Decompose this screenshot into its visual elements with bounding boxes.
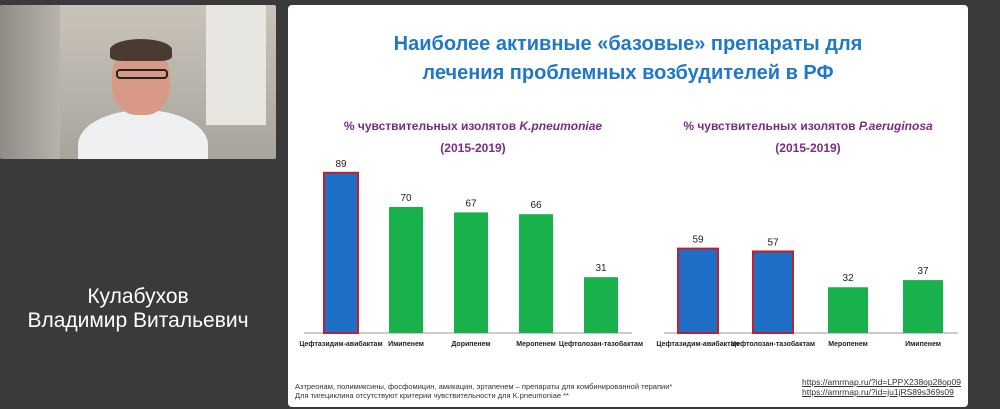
chart-2-bar-3	[828, 287, 868, 333]
chart-1-title-organism: K.pneumoniae	[519, 119, 603, 133]
speaker-glasses	[116, 69, 168, 79]
chart-2-category-label-4: Имипенем	[905, 341, 941, 348]
footnote-line-2: Для тигециклина отсутствуют критерии чув…	[295, 391, 569, 400]
chart-1-value-label-1: 89	[335, 159, 347, 170]
speaker-video	[0, 5, 276, 159]
chart-1-category-label-4: Меропенем	[516, 341, 556, 348]
speaker-name: Кулабухов Владимир Витальевич	[0, 285, 276, 333]
chart-1-category-label-1: Цефтазидим-авибактам	[299, 340, 382, 348]
speaker-hair	[110, 39, 172, 61]
chart-2-value-label-2: 57	[767, 237, 779, 248]
speaker-body	[78, 110, 208, 159]
slide-title: Наиболее активные «базовые» препараты дл…	[288, 30, 968, 88]
chart-1-category-label-3: Дорипенем	[451, 341, 490, 348]
chart-1-bar-5	[584, 277, 618, 333]
chart-1-value-label-5: 31	[595, 263, 607, 274]
source-link-2[interactable]: https://amrmap.ru/?id=ju1jRS89s369s09	[801, 387, 954, 397]
chart-1-bar-4	[519, 214, 553, 333]
chart-2-bar-chart: 59 Цефтазидим-авибактам 57 Цефтолозан-тазоб…	[656, 235, 958, 348]
chart-2-subtitle: (2015-2019)	[775, 141, 841, 155]
chart-1-category-label-2: Имипенем	[388, 341, 424, 348]
footnote: Азтреонам, полимиксины, фосфомицин, амик…	[295, 382, 672, 400]
source-link-1[interactable]: https://amrmap.ru/?id=LPPX238op28op09	[801, 377, 961, 387]
chart-1-bar-2	[389, 207, 423, 333]
source-links: https://amrmap.ru/?id=LPPX238op28op09 ht…	[802, 377, 961, 397]
chart-1-bar-1	[323, 171, 359, 334]
chart-2-value-label-1: 59	[692, 235, 704, 246]
speaker-surname: Кулабухов	[87, 285, 189, 308]
chart-1-title: % чувствительных изолятов K.pneumoniae	[308, 115, 638, 137]
chart-1-value-label-4: 66	[530, 200, 542, 211]
video-background-window	[206, 5, 266, 125]
chart-1-bar-3	[454, 212, 488, 333]
chart-1-bar-chart: 89 Цефтазидим-авибактам 70 Имипенем 67 Дорипе…	[299, 159, 643, 348]
chart-2-value-label-4: 37	[917, 266, 929, 277]
chart-1-title-prefix: % чувствительных изолятов	[343, 119, 520, 133]
chart-2-category-label-3: Меропенем	[828, 341, 868, 348]
slide-title-line-1: Наиболее активные «базовые» препараты дл…	[393, 33, 863, 55]
speaker-given-names: Владимир Витальевич	[27, 309, 249, 332]
chart-2-title: % чувствительных изолятов P.aeruginosa	[648, 115, 968, 137]
chart-1-value-label-3: 67	[465, 198, 477, 209]
chart-2-title-prefix: % чувствительных изолятов	[683, 119, 859, 133]
chart-1-category-label-5: Цефтолозан-тазобактам	[559, 340, 643, 348]
chart-2-bar-2	[752, 250, 794, 334]
slide-title-line-2: лечения проблемных возбудителей в РФ	[422, 62, 834, 84]
footnote-line-1: Азтреонам, полимиксины, фосфомицин, амик…	[295, 382, 673, 391]
chart-1-subtitle: (2015-2019)	[440, 141, 506, 155]
presentation-slide: Наиболее активные «базовые» препараты дл…	[288, 5, 968, 407]
video-background-wall	[0, 5, 60, 159]
chart-2-bar-1	[677, 247, 719, 334]
chart-2-category-label-1: Цефтазидим-авибактам	[656, 340, 739, 348]
chart-2-category-label-2: Цефтолозан-тазобактам	[731, 340, 815, 348]
chart-2-heading: % чувствительных изолятов P.aeruginosa (…	[648, 115, 968, 159]
chart-1-heading: % чувствительных изолятов K.pneumoniae (…	[308, 115, 638, 159]
chart-1-value-label-2: 70	[400, 193, 412, 204]
chart-2-value-label-3: 32	[842, 273, 854, 284]
chart-2-bar-4	[903, 280, 943, 333]
chart-2-title-organism: P.aeruginosa	[858, 119, 933, 133]
